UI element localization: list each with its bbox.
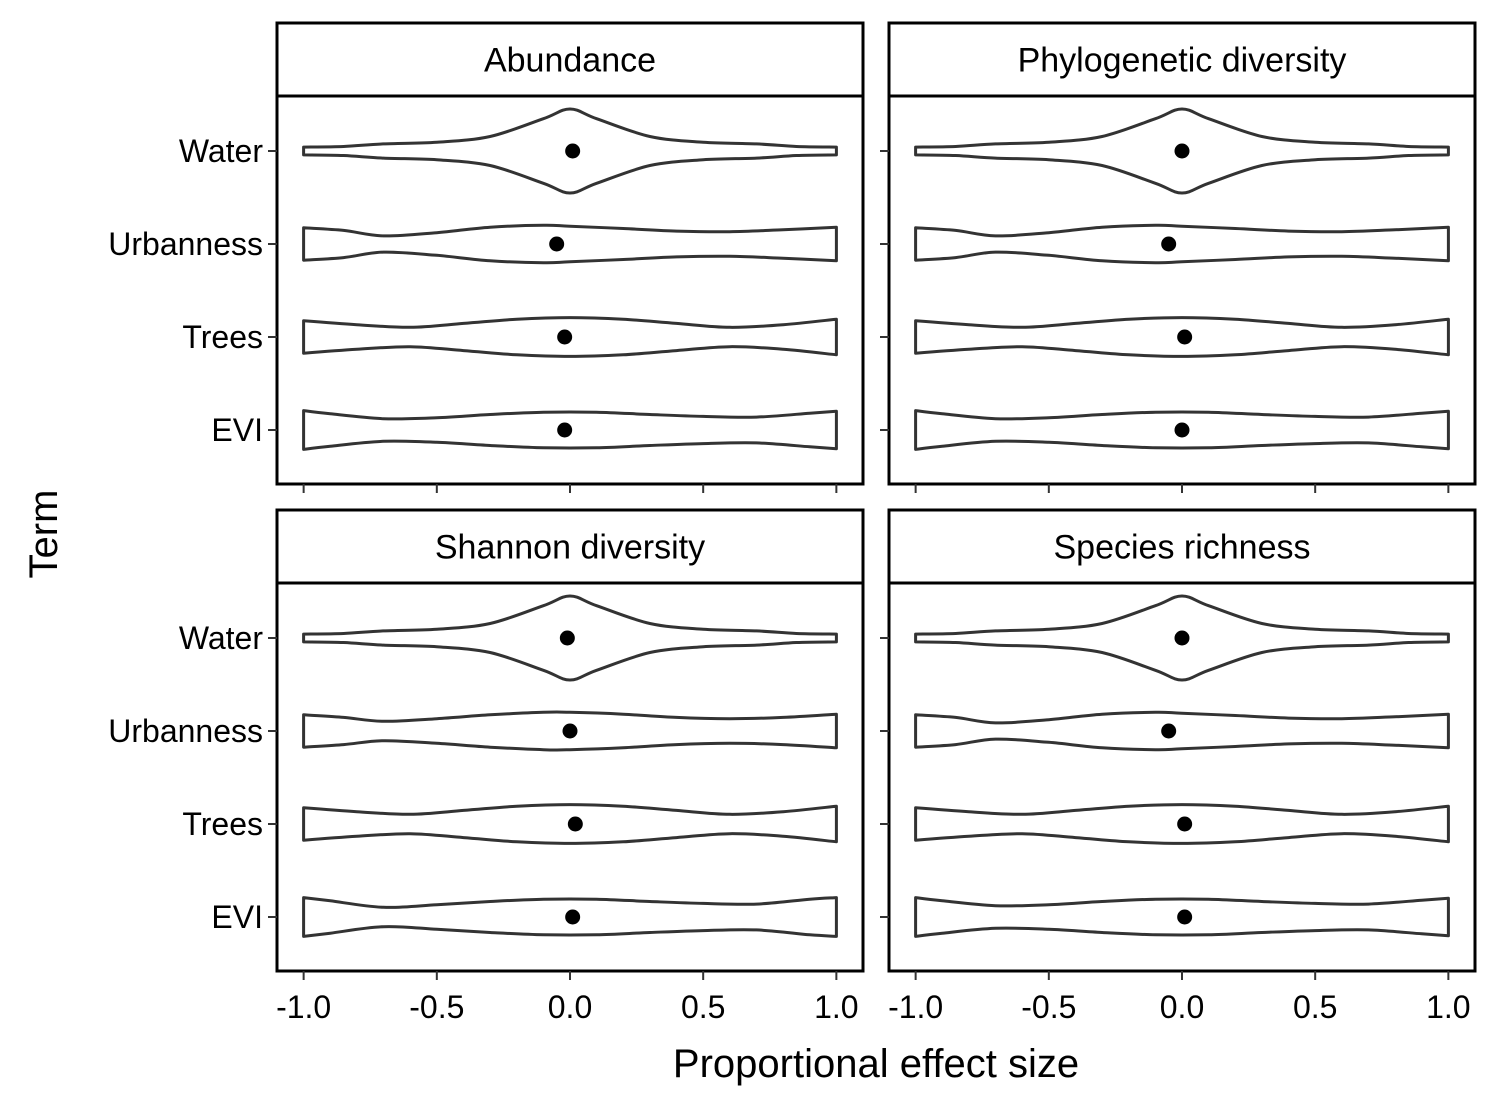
y-tick-label: Trees (182, 319, 263, 355)
violin-urbanness (914, 223, 1450, 265)
violin-urbanness (914, 710, 1450, 752)
point-trees (1177, 329, 1193, 345)
y-tick-label: Urbanness (108, 713, 263, 749)
facet-strip (275, 508, 865, 585)
violin-evi (914, 409, 1450, 451)
y-tick-label: Water (179, 620, 264, 656)
point-water (1174, 143, 1190, 159)
y-tick-label: Water (179, 133, 264, 169)
point-water (565, 143, 581, 159)
x-tick-label: 0.0 (548, 989, 592, 1025)
x-axis-title: Proportional effect size (673, 1042, 1079, 1086)
violin-trees (914, 803, 1450, 845)
point-evi (557, 422, 573, 438)
facet-strip (887, 508, 1477, 585)
facet-shannon-diversity: Shannon diversity -1.0 -0.5 0.0 0.5 1.0 Water U… (108, 508, 865, 1025)
point-water (559, 630, 575, 646)
violin-evi (302, 896, 838, 938)
violin-water (914, 594, 1450, 682)
point-evi (1174, 422, 1190, 438)
x-tick-label: 1.0 (814, 989, 858, 1025)
violin-trees (302, 803, 838, 845)
x-tick-label: 0.5 (681, 989, 725, 1025)
violin-water (302, 594, 838, 682)
point-urbanness (549, 236, 565, 252)
violin-evi (302, 409, 838, 451)
point-trees (557, 329, 573, 345)
facet-title: Species richness (1053, 529, 1310, 567)
x-tick-label: 0.5 (1293, 989, 1337, 1025)
facet-strip (275, 21, 865, 98)
point-trees (567, 816, 583, 832)
y-axis-title: Term (22, 490, 66, 579)
violin-water (302, 107, 838, 195)
facet-title: Phylogenetic diversity (1018, 42, 1347, 80)
facet-phylogenetic-diversity: Phylogenetic diversity (880, 21, 1477, 493)
point-evi (565, 909, 581, 925)
point-water (1174, 630, 1190, 646)
violin-trees (914, 316, 1450, 358)
point-evi (1177, 909, 1193, 925)
y-tick-label: EVI (211, 899, 263, 935)
point-trees (1177, 816, 1193, 832)
x-tick-label: -1.0 (888, 989, 943, 1025)
point-urbanness (1161, 723, 1177, 739)
x-tick-label: -0.5 (409, 989, 464, 1025)
y-tick-label: Trees (182, 806, 263, 842)
facet-title: Abundance (484, 42, 656, 80)
point-urbanness (1161, 236, 1177, 252)
violin-urbanness (302, 710, 838, 752)
x-tick-label: 1.0 (1426, 989, 1470, 1025)
x-tick-label: -0.5 (1021, 989, 1076, 1025)
point-urbanness (562, 723, 578, 739)
y-tick-label: Urbanness (108, 226, 263, 262)
x-tick-label: 0.0 (1160, 989, 1204, 1025)
violin-trees (302, 316, 838, 358)
violin-urbanness (302, 223, 838, 265)
violin-evi (914, 896, 1450, 938)
facet-title: Shannon diversity (435, 529, 705, 567)
y-tick-label: EVI (211, 412, 263, 448)
facet-species-richness: Species richness -1.0 -0.5 0.0 0.5 1.0 (880, 508, 1477, 1025)
facet-abundance: Abundance Water Urbanness Trees EVI (108, 21, 865, 493)
violin-water (914, 107, 1450, 195)
x-tick-label: -1.0 (276, 989, 331, 1025)
